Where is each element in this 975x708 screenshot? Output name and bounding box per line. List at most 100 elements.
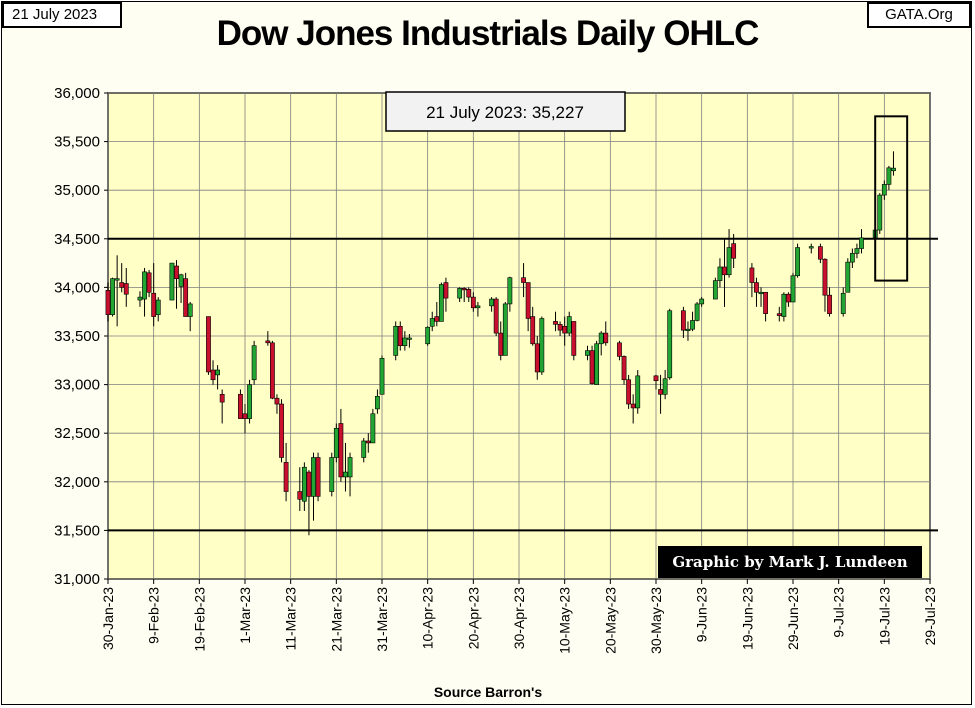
- candle-body: [571, 321, 577, 356]
- annotation-text: 21 July 2023: 35,227: [426, 103, 584, 122]
- candle-body: [603, 332, 609, 344]
- candle-body: [142, 271, 147, 300]
- candle-body: [461, 288, 467, 291]
- candle-body: [694, 303, 700, 321]
- candle-body: [297, 491, 303, 500]
- candle-body: [247, 384, 252, 419]
- candle-body: [169, 262, 175, 301]
- candle-body: [776, 313, 782, 316]
- reference-lines: [108, 237, 938, 532]
- candle-body: [521, 277, 526, 283]
- candle-body: [434, 316, 440, 322]
- candle-body: [174, 265, 179, 279]
- candle-body: [333, 428, 339, 458]
- candle-body: [301, 466, 307, 502]
- candle-body: [758, 291, 764, 295]
- candle-body: [566, 316, 572, 334]
- x-tick-label: 9-Feb-23: [146, 587, 162, 644]
- candle-body: [137, 296, 143, 301]
- candle-body: [406, 337, 412, 340]
- candle-body: [877, 194, 883, 231]
- y-tick-label: 34,000: [54, 279, 100, 296]
- candle-body: [881, 184, 887, 196]
- y-tick-label: 35,000: [54, 182, 100, 199]
- candle-body: [731, 243, 737, 259]
- candle-body: [429, 318, 435, 327]
- candle-body: [219, 394, 225, 403]
- x-tick-label: 10-May-23: [557, 587, 573, 654]
- candle-body: [534, 343, 540, 373]
- candle-body: [635, 375, 641, 409]
- x-tick-label: 10-Apr-23: [420, 587, 436, 649]
- candle-body: [315, 457, 321, 497]
- date-tag: 21 July 2023: [2, 2, 122, 28]
- candle-body: [183, 278, 189, 317]
- candle-body: [667, 310, 673, 379]
- candle-body: [397, 325, 403, 347]
- x-tick-label: 19-Jul-23: [876, 587, 892, 646]
- candle-body: [854, 248, 860, 254]
- y-tick-label: 32,500: [54, 425, 100, 442]
- candle-body: [822, 258, 828, 296]
- candle-body: [530, 316, 536, 345]
- y-tick-label: 31,500: [54, 522, 100, 539]
- y-tick-label: 33,000: [54, 377, 100, 394]
- credit-text: Graphic by Mark J. Lundeen: [672, 553, 907, 571]
- candle-body: [808, 246, 814, 249]
- candle-body: [343, 471, 348, 478]
- x-tick-label: 30-Apr-23: [511, 587, 527, 649]
- candle-body: [507, 277, 513, 305]
- candle-body: [274, 397, 280, 405]
- candle-body: [502, 303, 508, 356]
- candle-body: [589, 350, 595, 384]
- candle-body: [347, 457, 353, 478]
- candle-body: [206, 316, 211, 373]
- candle-body: [379, 358, 385, 395]
- candle-body: [653, 375, 659, 382]
- candle-body: [699, 298, 705, 305]
- candles-group: [105, 151, 896, 536]
- candle-body: [151, 292, 157, 317]
- y-tick-label: 32,000: [54, 474, 100, 491]
- candle-body: [845, 261, 851, 293]
- source-label: Source Barron's: [434, 684, 543, 700]
- candle-body: [790, 275, 796, 303]
- candle-body: [123, 283, 129, 295]
- candle-body: [886, 167, 892, 185]
- y-tick-label: 35,500: [54, 134, 100, 151]
- candle-body: [859, 237, 864, 249]
- candle-body: [781, 293, 787, 317]
- candle-body: [498, 332, 504, 356]
- candle-body: [817, 246, 823, 260]
- candle-body: [110, 278, 115, 315]
- candle-body: [393, 325, 399, 356]
- candle-body: [375, 395, 380, 410]
- candle-body: [306, 471, 312, 497]
- candle-body: [242, 413, 248, 419]
- candle-body: [155, 299, 161, 315]
- x-tick-label: 31-Mar-23: [374, 587, 390, 652]
- candle-body: [187, 303, 193, 317]
- candle-body: [717, 266, 723, 281]
- candle-body: [215, 369, 220, 376]
- candle-body: [557, 324, 563, 331]
- candle-body: [178, 274, 184, 287]
- candle-body: [119, 282, 125, 288]
- candle-body: [617, 342, 622, 357]
- x-tick-label: 19-Jun-23: [739, 587, 755, 650]
- candle-body: [114, 278, 120, 281]
- candle-body: [525, 282, 531, 319]
- x-tick-label: 29-Jul-23: [922, 587, 938, 646]
- y-axis: 31,000 31,500 32,000 32,500 33,000 33,500 34,0…: [54, 85, 108, 588]
- candle-body: [210, 369, 216, 381]
- candle-body: [338, 423, 344, 478]
- candle-body: [585, 350, 590, 356]
- candle-body: [470, 296, 476, 309]
- candle-body: [251, 345, 257, 381]
- candle-body: [269, 342, 275, 399]
- candle-body: [795, 247, 800, 277]
- candle-body: [662, 378, 668, 395]
- candle-body: [539, 318, 545, 373]
- candle-body: [311, 457, 316, 497]
